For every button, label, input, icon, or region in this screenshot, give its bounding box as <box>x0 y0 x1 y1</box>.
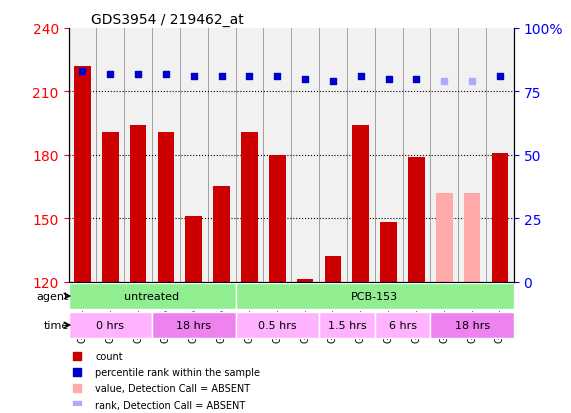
Bar <box>236 29 263 282</box>
Bar <box>375 29 403 282</box>
Text: agent: agent <box>36 291 69 301</box>
Text: percentile rank within the sample: percentile rank within the sample <box>95 367 260 377</box>
Bar <box>436 193 453 282</box>
Point <box>134 71 143 78</box>
Point <box>496 74 505 80</box>
Bar <box>291 29 319 282</box>
Point <box>78 69 87 75</box>
Bar <box>208 29 236 282</box>
Text: rank, Detection Call = ABSENT: rank, Detection Call = ABSENT <box>95 400 246 410</box>
FancyBboxPatch shape <box>319 312 375 338</box>
Bar <box>158 132 174 282</box>
Bar <box>152 29 180 282</box>
Text: 0 hrs: 0 hrs <box>96 320 124 330</box>
FancyBboxPatch shape <box>152 312 236 338</box>
Bar <box>403 29 431 282</box>
Point <box>468 79 477 85</box>
Text: 18 hrs: 18 hrs <box>455 320 490 330</box>
Bar <box>263 29 291 282</box>
Bar <box>214 187 230 282</box>
Point <box>217 74 226 80</box>
Bar <box>380 223 397 282</box>
Text: value, Detection Call = ABSENT: value, Detection Call = ABSENT <box>95 384 250 394</box>
Bar <box>464 193 480 282</box>
Point <box>368 73 377 80</box>
Bar <box>241 132 258 282</box>
Point <box>328 79 337 85</box>
Point <box>273 74 282 80</box>
Bar <box>74 67 91 282</box>
Point <box>368 369 377 375</box>
Bar <box>130 126 146 282</box>
Bar <box>269 155 286 282</box>
Bar <box>180 29 208 282</box>
Point <box>384 76 393 83</box>
Bar <box>96 29 124 282</box>
FancyBboxPatch shape <box>236 312 319 338</box>
Bar <box>69 29 96 282</box>
Bar <box>458 29 486 282</box>
Bar <box>186 216 202 282</box>
Bar <box>347 29 375 282</box>
Text: GDS3954 / 219462_at: GDS3954 / 219462_at <box>91 12 244 26</box>
Bar <box>431 29 458 282</box>
Text: count: count <box>95 351 123 361</box>
Bar <box>408 157 425 282</box>
Point <box>368 221 377 228</box>
Point <box>356 74 365 80</box>
FancyBboxPatch shape <box>69 312 152 338</box>
Text: 0.5 hrs: 0.5 hrs <box>258 320 296 330</box>
Text: time: time <box>43 320 69 330</box>
Bar <box>297 280 313 282</box>
Point <box>300 76 309 83</box>
Text: 1.5 hrs: 1.5 hrs <box>328 320 366 330</box>
Bar <box>102 132 119 282</box>
FancyBboxPatch shape <box>236 283 514 309</box>
Text: PCB-153: PCB-153 <box>351 291 399 301</box>
Bar <box>324 256 341 282</box>
Point <box>162 71 171 78</box>
Point <box>245 74 254 80</box>
Text: 6 hrs: 6 hrs <box>388 320 417 330</box>
FancyBboxPatch shape <box>375 312 431 338</box>
Point <box>440 79 449 85</box>
Point <box>106 71 115 78</box>
Text: 18 hrs: 18 hrs <box>176 320 211 330</box>
FancyBboxPatch shape <box>69 283 236 309</box>
FancyBboxPatch shape <box>431 312 514 338</box>
Bar <box>486 29 514 282</box>
Bar <box>352 126 369 282</box>
Bar <box>319 29 347 282</box>
Bar <box>124 29 152 282</box>
Text: untreated: untreated <box>124 291 180 301</box>
Point <box>412 76 421 83</box>
Point <box>189 74 198 80</box>
Bar <box>492 153 508 282</box>
